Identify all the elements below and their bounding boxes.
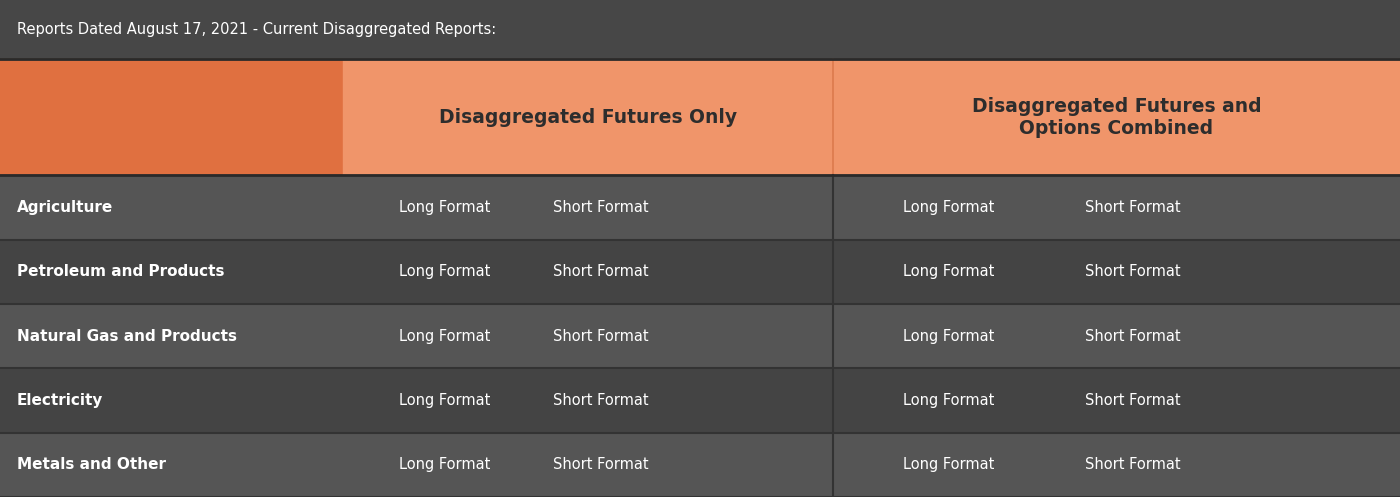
- Text: Long Format: Long Format: [399, 264, 490, 279]
- Bar: [0, 175, 1400, 240]
- Text: Long Format: Long Format: [399, 457, 490, 472]
- Bar: [0, 433, 1400, 497]
- Bar: [0, 0, 1400, 59]
- Text: Long Format: Long Format: [903, 329, 994, 344]
- Bar: [0, 240, 1400, 304]
- Bar: [0, 304, 1400, 368]
- Text: Short Format: Short Format: [1085, 200, 1180, 215]
- Text: Short Format: Short Format: [1085, 264, 1180, 279]
- Bar: [0, 368, 1400, 433]
- Text: Long Format: Long Format: [903, 264, 994, 279]
- Text: Long Format: Long Format: [399, 329, 490, 344]
- Text: Short Format: Short Format: [553, 264, 648, 279]
- Text: Short Format: Short Format: [553, 329, 648, 344]
- Text: Disaggregated Futures Only: Disaggregated Futures Only: [440, 107, 736, 127]
- Text: Long Format: Long Format: [399, 200, 490, 215]
- Text: Natural Gas and Products: Natural Gas and Products: [17, 329, 237, 344]
- Text: Long Format: Long Format: [399, 393, 490, 408]
- Text: Petroleum and Products: Petroleum and Products: [17, 264, 224, 279]
- Text: Metals and Other: Metals and Other: [17, 457, 165, 472]
- Text: Short Format: Short Format: [553, 200, 648, 215]
- Text: Short Format: Short Format: [1085, 393, 1180, 408]
- Text: Short Format: Short Format: [553, 393, 648, 408]
- Text: Long Format: Long Format: [903, 457, 994, 472]
- Text: Short Format: Short Format: [1085, 329, 1180, 344]
- Text: Disaggregated Futures and
Options Combined: Disaggregated Futures and Options Combin…: [972, 96, 1261, 138]
- Bar: [0, 59, 343, 175]
- Text: Long Format: Long Format: [903, 200, 994, 215]
- Text: Short Format: Short Format: [553, 457, 648, 472]
- Text: Electricity: Electricity: [17, 393, 104, 408]
- Text: Short Format: Short Format: [1085, 457, 1180, 472]
- Text: Long Format: Long Format: [903, 393, 994, 408]
- Bar: [343, 59, 1400, 175]
- Text: Reports Dated August 17, 2021 - Current Disaggregated Reports:: Reports Dated August 17, 2021 - Current …: [17, 22, 496, 37]
- Text: Agriculture: Agriculture: [17, 200, 113, 215]
